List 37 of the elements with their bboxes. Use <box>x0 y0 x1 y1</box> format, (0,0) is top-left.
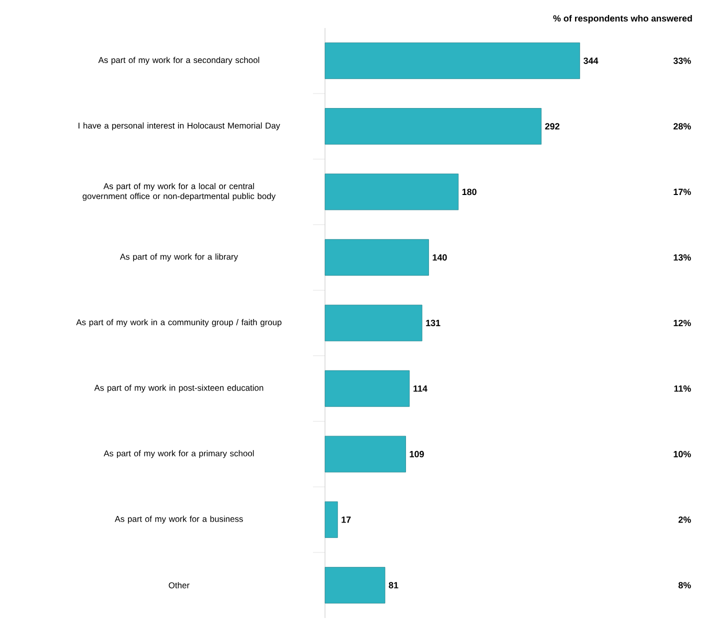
bar <box>324 566 386 604</box>
bar <box>324 370 410 407</box>
text: 12% <box>674 320 691 326</box>
y-tick-label: As part of my work for a secondary school <box>98 56 260 65</box>
bar <box>324 501 338 538</box>
data-label: 17 <box>342 516 351 523</box>
text: 10% <box>674 450 691 458</box>
y-tick-label: I have a personal interest in Holocaust Memorial Day <box>78 122 280 130</box>
bar <box>324 42 580 80</box>
text: % of respondents who answered <box>553 14 692 24</box>
y-tick-label: As part of my work in a community group / faith group <box>76 319 282 327</box>
bar <box>324 108 542 145</box>
text: 33% <box>673 58 691 64</box>
y-tick-label: As part of my work for a library <box>120 253 238 262</box>
text: 28% <box>674 123 691 130</box>
data-label: 109 <box>410 450 424 458</box>
bar <box>324 174 459 210</box>
bar <box>324 239 429 276</box>
y-tick-label: As part of my work for a business <box>114 516 243 524</box>
data-label: 180 <box>462 188 476 196</box>
text: 13% <box>674 254 691 261</box>
data-label: 344 <box>584 58 598 64</box>
data-label: 81 <box>388 582 398 588</box>
data-label: 114 <box>414 385 428 392</box>
bar <box>324 304 422 342</box>
text: 8% <box>678 582 691 588</box>
y-tick-label: As part of my work for a primary school <box>104 450 254 458</box>
data-label: 131 <box>426 320 440 326</box>
y-tick-label: As part of my work for a local or central government office or non-departmental public body <box>82 182 276 201</box>
data-label: 292 <box>545 123 560 130</box>
text: 11% <box>674 385 691 392</box>
y-tick-label: Other <box>168 582 190 588</box>
data-label: 140 <box>432 254 447 261</box>
text: 17% <box>674 188 691 196</box>
y-tick-label: As part of my work in post-sixteen education <box>94 384 264 392</box>
bar <box>324 436 406 472</box>
text: 2% <box>678 516 691 523</box>
